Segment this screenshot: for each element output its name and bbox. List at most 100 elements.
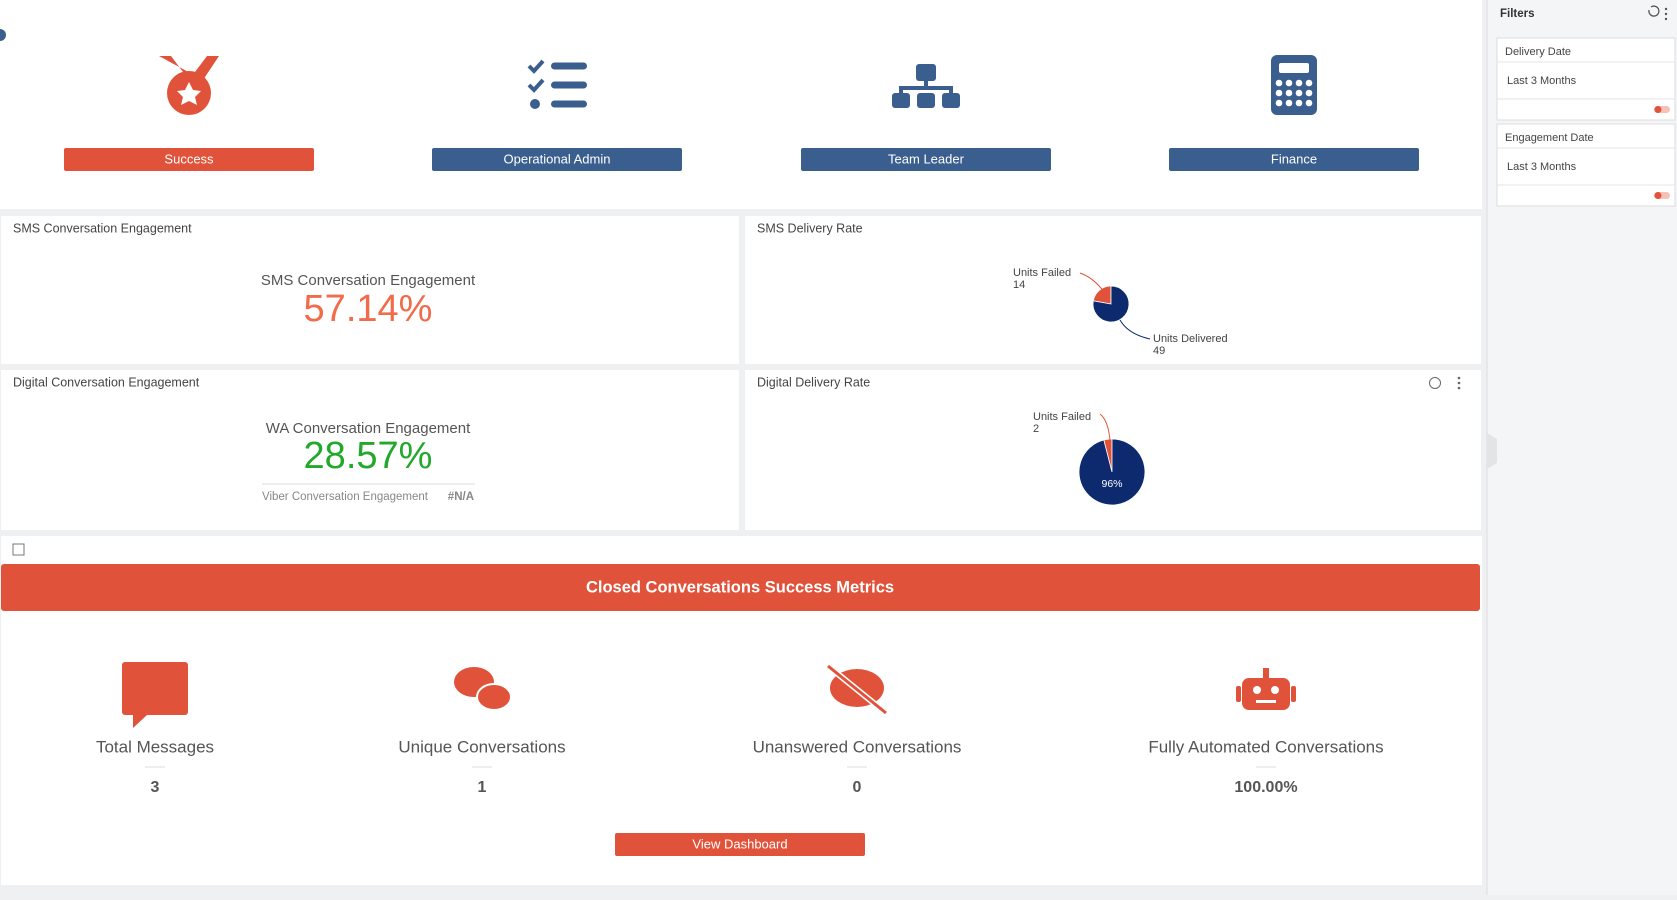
- filter-name: Engagement Date: [1505, 132, 1594, 144]
- menu-dot[interactable]: [1664, 7, 1668, 11]
- expand-icon[interactable]: [12, 543, 25, 556]
- sub-value: #N/A: [448, 491, 474, 503]
- calculator-key: [1305, 99, 1313, 107]
- reset-icon[interactable]: [1648, 5, 1660, 17]
- chat-icon: [476, 683, 512, 711]
- collapse-handle[interactable]: [0, 29, 6, 41]
- nav-button-label: Finance: [1271, 151, 1317, 166]
- metric-value: 3: [151, 779, 160, 796]
- calculator-key: [1275, 89, 1283, 97]
- robot-ear: [1291, 686, 1296, 702]
- leader-line: [1079, 272, 1105, 293]
- filter-toggle-knob: [1654, 106, 1662, 113]
- metric-label: Unique Conversations: [398, 737, 565, 756]
- nav-button-label: Team Leader: [888, 151, 965, 166]
- medal-icon: [159, 56, 219, 80]
- list-line: [551, 100, 587, 108]
- nav-button[interactable]: [1169, 148, 1419, 171]
- button-label: View Dashboard: [692, 836, 787, 851]
- calculator-key: [1285, 89, 1293, 97]
- nav-button[interactable]: [64, 148, 314, 171]
- robot-ear: [1236, 686, 1241, 702]
- metric-value: 0: [853, 779, 862, 796]
- calculator-key: [1295, 89, 1303, 97]
- pie-label: Units Failed: [1013, 267, 1071, 279]
- filter-toggle-knob: [1654, 192, 1662, 199]
- pie-label: Units Delivered: [1153, 333, 1228, 345]
- pie-value: 49: [1153, 345, 1165, 357]
- check-icon: [527, 78, 545, 93]
- metrics-title: Closed Conversations Success Metrics: [586, 578, 894, 596]
- metric-label: Fully Automated Conversations: [1148, 737, 1383, 756]
- org-icon: [942, 93, 960, 108]
- menu-dot[interactable]: [1664, 17, 1668, 21]
- calculator-key: [1275, 99, 1283, 107]
- org-icon: [892, 93, 910, 108]
- leader-line: [1099, 413, 1111, 441]
- pie-percent: 96%: [1101, 478, 1122, 490]
- panel: [1, 370, 739, 530]
- sub-label: Viber Conversation Engagement: [262, 491, 429, 503]
- pie-slice: [1092, 285, 1130, 323]
- org-lines: [899, 81, 953, 96]
- panel: [0, 0, 1482, 209]
- message-icon: [122, 662, 188, 728]
- kpi-value: 28.57%: [304, 435, 433, 477]
- leader-line: [1119, 319, 1151, 340]
- robot-icon: [1242, 678, 1290, 710]
- pie-label: Units Failed: [1033, 411, 1091, 423]
- kpi-label: WA Conversation Engagement: [266, 420, 471, 437]
- menu-dot[interactable]: [1457, 376, 1461, 380]
- robot-mouth: [1256, 700, 1276, 703]
- org-icon: [917, 93, 935, 108]
- filter-value: Last 3 Months: [1507, 161, 1577, 173]
- sidebar-toggle[interactable]: [1487, 433, 1497, 469]
- metric-label: Total Messages: [96, 737, 214, 756]
- menu-dot[interactable]: [1457, 386, 1461, 390]
- nav-button-label: Success: [164, 151, 214, 166]
- calculator-key: [1305, 89, 1313, 97]
- menu-dot[interactable]: [1457, 381, 1461, 385]
- robot-eye: [1253, 686, 1261, 694]
- panel-title: Digital Conversation Engagement: [13, 375, 200, 389]
- filter-value: Last 3 Months: [1507, 75, 1577, 87]
- nav-button[interactable]: [432, 148, 682, 171]
- robot-eye: [1271, 686, 1279, 694]
- chat-off-slash: [827, 664, 887, 715]
- calculator-key: [1285, 79, 1293, 87]
- info-icon[interactable]: [1429, 377, 1441, 389]
- list-line: [551, 62, 587, 70]
- org-icon: [916, 64, 936, 81]
- menu-dot[interactable]: [1664, 12, 1668, 16]
- filters-title: Filters: [1500, 8, 1535, 20]
- panel: [1, 216, 739, 364]
- calculator-key: [1275, 79, 1283, 87]
- filter-card[interactable]: [1496, 37, 1676, 121]
- panel-title: SMS Conversation Engagement: [13, 221, 192, 235]
- robot-antenna: [1263, 668, 1269, 680]
- nav-button[interactable]: [801, 148, 1051, 171]
- pie-slice: [1078, 438, 1146, 506]
- calculator-screen: [1279, 63, 1309, 73]
- check-icon: [527, 59, 545, 74]
- view-dashboard-button[interactable]: [615, 833, 865, 856]
- kpi-label: SMS Conversation Engagement: [261, 272, 476, 289]
- metric-label: Unanswered Conversations: [753, 737, 962, 756]
- calculator-key: [1295, 79, 1303, 87]
- metric-value: 1: [478, 779, 487, 796]
- filter-card[interactable]: [1496, 123, 1676, 207]
- panel-title: SMS Delivery Rate: [757, 221, 863, 235]
- list-dot: [530, 99, 540, 109]
- calculator-key: [1285, 99, 1293, 107]
- pie-value: 2: [1033, 423, 1039, 435]
- metric-value: 100.00%: [1234, 779, 1297, 796]
- calculator-key: [1295, 99, 1303, 107]
- nav-button-label: Operational Admin: [504, 151, 611, 166]
- calculator-key: [1305, 79, 1313, 87]
- kpi-value: 57.14%: [304, 288, 433, 330]
- list-line: [551, 81, 587, 89]
- medal-star: [177, 82, 201, 105]
- metrics-banner: [1, 564, 1480, 611]
